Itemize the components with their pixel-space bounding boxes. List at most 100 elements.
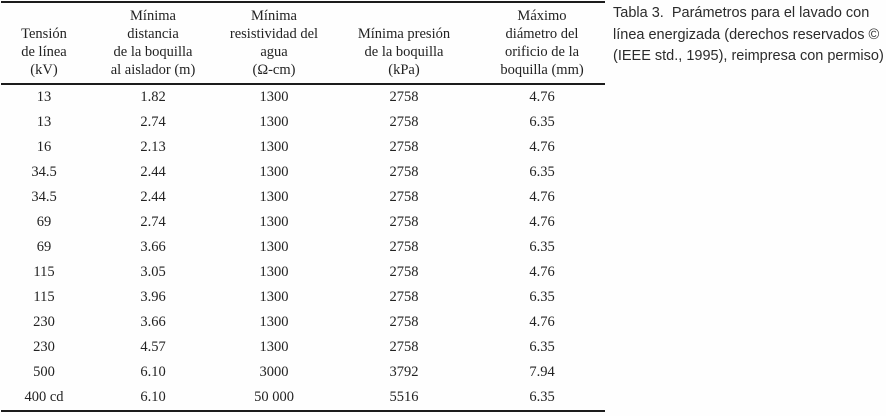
table-cell: 2758 — [389, 214, 419, 230]
table-row: 230 3.66 1300 2758 4.76 — [1, 310, 605, 335]
column-header-line: Máximo — [517, 8, 567, 24]
column-header-line: (kV) — [30, 62, 58, 78]
table-row: 115 3.05 1300 2758 4.76 — [1, 260, 605, 285]
table-header: Tensión de línea (kV) Mínima distancia de la … — [1, 2, 605, 84]
column-header-line: (kPa) — [388, 62, 420, 78]
table-row: 13 2.74 1300 2758 6.35 — [1, 110, 605, 135]
table-cell: 6.35 — [529, 164, 555, 180]
table-cell: 2.74 — [140, 214, 166, 230]
table-cell: 2758 — [389, 139, 419, 155]
table-cell: 115 — [33, 289, 55, 305]
table-header-row: Tensión de línea (kV) Mínima distancia de la … — [1, 2, 605, 84]
table-cell: 6.35 — [529, 239, 555, 255]
table-cell: 4.57 — [140, 339, 166, 355]
table-cell: 4.76 — [529, 189, 555, 205]
table-cell: 3000 — [259, 364, 289, 380]
column-header-line: de la boquilla — [113, 44, 193, 60]
table-row: 16 2.13 1300 2758 4.76 — [1, 135, 605, 160]
table-cell: 69 — [36, 239, 52, 255]
table-cell: 69 — [36, 214, 52, 230]
table-cell: 2758 — [389, 189, 419, 205]
column-header-1: Tensión de línea (kV) — [1, 2, 87, 84]
table-cell: 1300 — [259, 214, 289, 230]
table-cell: 1.82 — [140, 89, 166, 105]
column-header-line: Tensión — [21, 26, 67, 42]
table-cell: 3.05 — [140, 264, 166, 280]
column-header-line: resistividad del — [229, 26, 319, 42]
table-cell: 34.5 — [31, 164, 57, 180]
table-cell: 230 — [33, 339, 55, 355]
column-header-5: Máximo diámetro del orificio de la boquilla… — [479, 2, 605, 84]
column-header-line: diámetro del — [505, 26, 579, 42]
table-cell: 5516 — [389, 389, 419, 405]
table-cell: 16 — [36, 139, 52, 155]
table-row: 69 2.74 1300 2758 4.76 — [1, 210, 605, 235]
table-cell: 6.35 — [529, 289, 555, 305]
table-cell: 1300 — [259, 114, 289, 130]
table-cell: 115 — [33, 264, 55, 280]
table-row: 13 1.82 1300 2758 4.76 — [1, 84, 605, 110]
column-header-line: de línea — [21, 44, 67, 60]
table-cell: 1300 — [259, 264, 289, 280]
column-header-line: (Ω-cm) — [252, 62, 296, 78]
table-cell: 1300 — [259, 339, 289, 355]
column-header-4: Mínima presión de la boquilla (kPa) — [329, 2, 479, 84]
table-cell: 2758 — [389, 339, 419, 355]
table-cell: 2758 — [389, 314, 419, 330]
column-header-line: Mínima — [251, 8, 297, 24]
column-header-line: boquilla (mm) — [500, 62, 584, 78]
table-cell: 2758 — [389, 114, 419, 130]
table-cell: 34.5 — [31, 189, 57, 205]
table-cell: 2758 — [389, 89, 419, 105]
table-cell: 3.66 — [140, 314, 166, 330]
table-cell: 2.74 — [140, 114, 166, 130]
table-cell: 7.94 — [529, 364, 555, 380]
column-header-line: al aislador (m) — [110, 62, 196, 78]
table-cell: 13 — [36, 114, 52, 130]
table-cell: 6.35 — [529, 114, 555, 130]
parameters-table: Tensión de línea (kV) Mínima distancia de la … — [1, 1, 605, 412]
table-cell: 1300 — [259, 314, 289, 330]
table-cell: 1300 — [259, 164, 289, 180]
table-cell: 1300 — [259, 189, 289, 205]
column-header-line: Mínima — [130, 8, 176, 24]
column-header-3: Mínima resistividad del agua (Ω-cm) — [219, 2, 329, 84]
table-cell: 3792 — [389, 364, 419, 380]
table-cell: 13 — [36, 89, 52, 105]
table-cell: 2758 — [389, 164, 419, 180]
column-header-line: agua — [260, 44, 288, 60]
table-row: 34.5 2.44 1300 2758 4.76 — [1, 185, 605, 210]
table-cell: 3.96 — [140, 289, 166, 305]
table-cell: 2758 — [389, 239, 419, 255]
table-cell: 2758 — [389, 289, 419, 305]
table-caption: Tabla 3. Parámetros para el lavado con l… — [613, 5, 884, 64]
table-cell: 6.35 — [529, 389, 555, 405]
table-row: 400 cd 6.10 50 000 5516 6.35 — [1, 385, 605, 411]
column-header-2: Mínima distancia de la boquilla al aislador… — [87, 2, 219, 84]
table-body: 13 1.82 1300 2758 4.76 13 2.74 1300 2758 6.35 16 2.… — [1, 84, 605, 411]
table-row: 115 3.96 1300 2758 6.35 — [1, 285, 605, 310]
table-cell: 230 — [33, 314, 55, 330]
column-header-line: orificio de la — [504, 44, 580, 60]
table-cell: 500 — [33, 364, 55, 380]
table-cell: 4.76 — [529, 139, 555, 155]
column-header-line: distancia — [127, 26, 179, 42]
table-cell: 400 cd — [24, 389, 64, 405]
table-cell: 4.76 — [529, 214, 555, 230]
table-cell: 6.10 — [140, 364, 166, 380]
table-cell: 6.10 — [140, 389, 166, 405]
column-header-line: Mínima presión — [357, 26, 451, 42]
table-cell: 2758 — [389, 264, 419, 280]
column-header-line: de la boquilla — [364, 44, 444, 60]
table-cell: 1300 — [259, 289, 289, 305]
table-cell: 2.44 — [140, 189, 166, 205]
table-cell: 1300 — [259, 89, 289, 105]
table-cell: 4.76 — [529, 89, 555, 105]
table-cell: 2.44 — [140, 164, 166, 180]
table-cell: 4.76 — [529, 314, 555, 330]
table-cell: 4.76 — [529, 264, 555, 280]
table-cell: 1300 — [259, 239, 289, 255]
table-cell: 1300 — [259, 139, 289, 155]
table-row: 69 3.66 1300 2758 6.35 — [1, 235, 605, 260]
